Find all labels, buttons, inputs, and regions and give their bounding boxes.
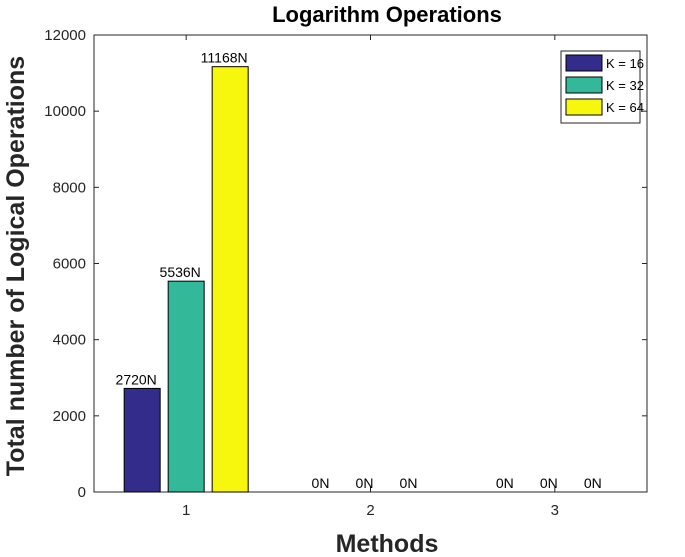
y-tick-label: 4000 bbox=[53, 332, 86, 349]
legend-swatch bbox=[565, 98, 603, 116]
data-label: 0N bbox=[584, 475, 602, 491]
plot-area: 0 2000 4000 6000 8000 10000 12000 1 2 3 2720N 0N 0N 5… bbox=[44, 27, 648, 519]
x-axis-label: Methods bbox=[336, 530, 439, 557]
data-label: 0N bbox=[496, 475, 514, 491]
legend-label: K = 64 bbox=[606, 100, 644, 115]
y-tick-label: 8000 bbox=[53, 179, 86, 196]
data-label: 0N bbox=[400, 475, 418, 491]
bar bbox=[211, 66, 249, 493]
legend-swatch bbox=[565, 54, 603, 72]
y-tick-label: 2000 bbox=[53, 408, 86, 425]
bar bbox=[123, 387, 161, 493]
data-label: 0N bbox=[540, 475, 558, 491]
bar bbox=[167, 280, 205, 493]
y-axis-label: Total number of Logical Operations bbox=[2, 56, 30, 476]
legend-label: K = 16 bbox=[606, 56, 644, 71]
chart-title: Logarithm Operations bbox=[272, 2, 502, 27]
y-tick-label: 0 bbox=[78, 484, 86, 501]
data-label: 11168N bbox=[201, 50, 248, 66]
legend-label: K = 32 bbox=[606, 78, 644, 93]
y-tick-label: 12000 bbox=[44, 27, 86, 44]
legend: K = 16 K = 32 K = 64 bbox=[560, 50, 644, 124]
data-label: 5536N bbox=[160, 264, 201, 280]
data-label: 2720N bbox=[116, 371, 157, 387]
x-tick-label: 1 bbox=[182, 502, 190, 519]
y-tick-label: 6000 bbox=[53, 256, 86, 273]
x-tick-label: 3 bbox=[551, 502, 559, 519]
y-tick-label: 10000 bbox=[44, 103, 86, 120]
x-tick-label: 2 bbox=[366, 502, 374, 519]
data-label: 0N bbox=[312, 475, 330, 491]
legend-swatch bbox=[565, 76, 603, 94]
data-label: 0N bbox=[356, 475, 374, 491]
